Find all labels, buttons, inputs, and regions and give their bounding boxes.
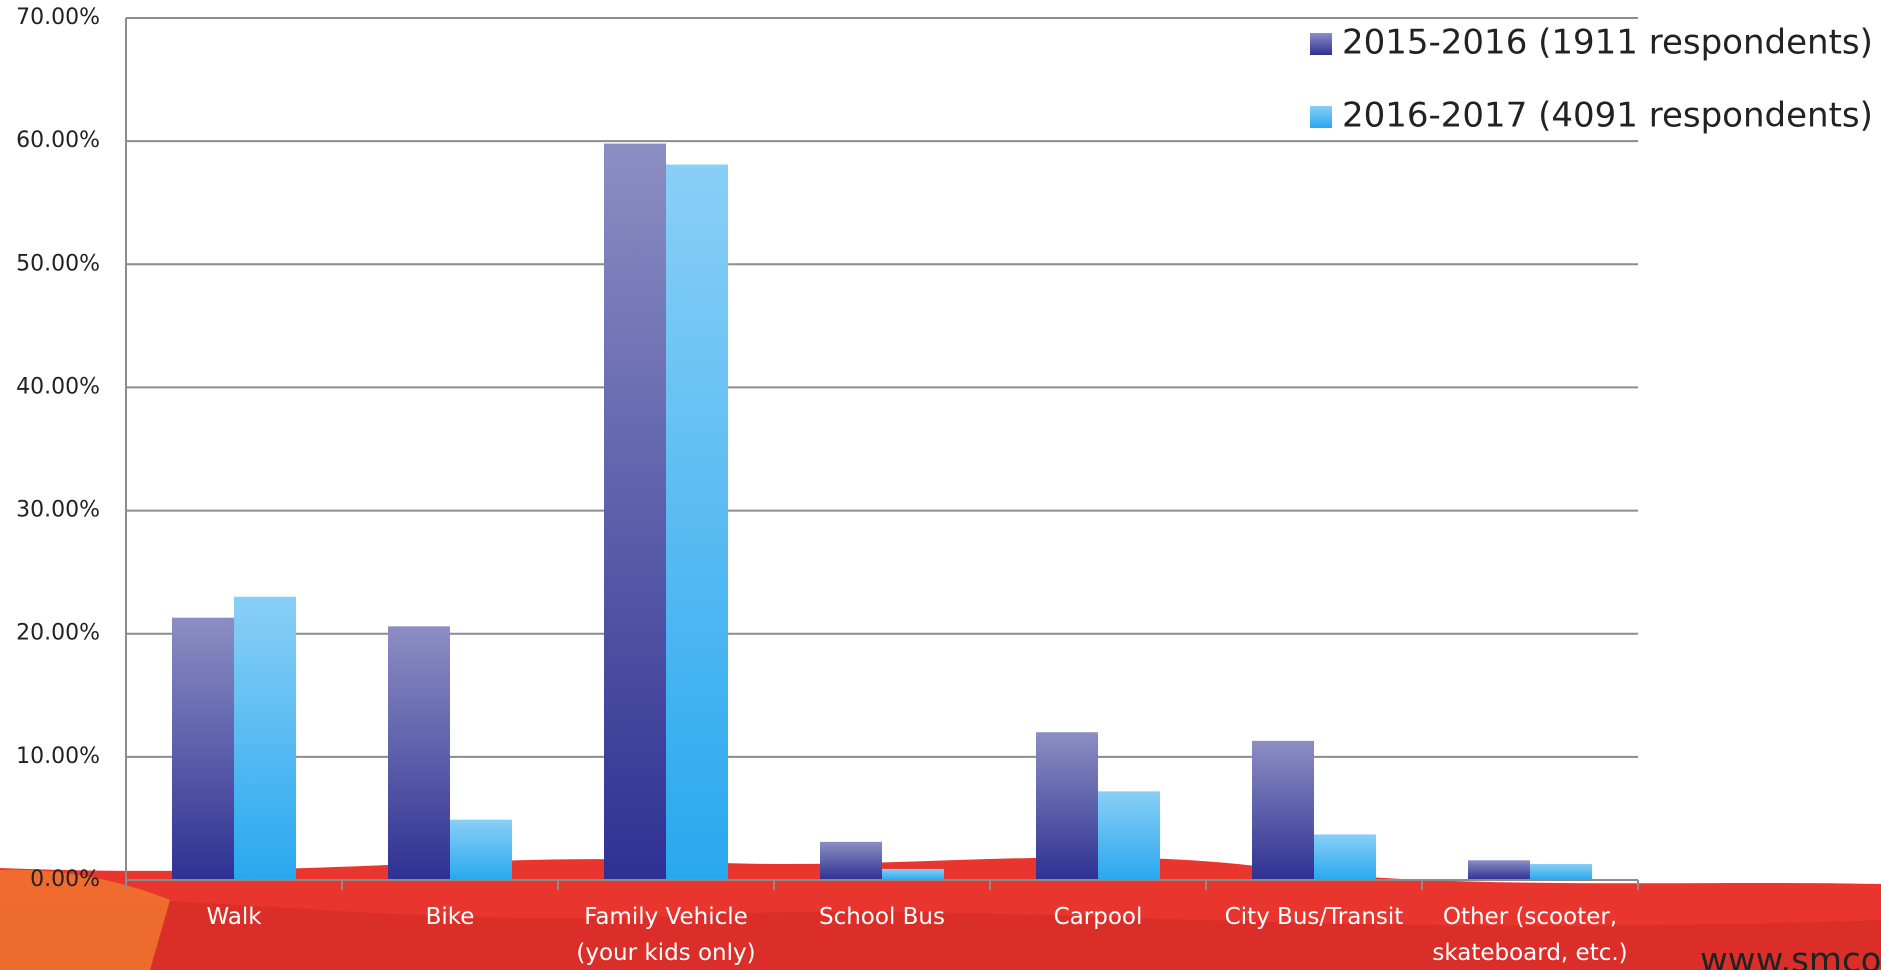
y-tick-label: 10.00%	[16, 744, 100, 769]
bar	[1252, 740, 1314, 880]
bar	[604, 143, 666, 880]
y-tick-label: 60.00%	[16, 128, 100, 153]
background-swoosh-shade	[0, 898, 1881, 970]
x-tick-label: Bike	[426, 904, 475, 930]
y-tick-label: 30.00%	[16, 498, 100, 523]
bar	[1530, 863, 1592, 880]
bar	[882, 868, 944, 880]
legend-label: 2016-2017 (4091 respondents)	[1342, 96, 1873, 136]
bar	[172, 617, 234, 880]
y-tick-label: 0.00%	[30, 867, 100, 892]
bar	[1468, 860, 1530, 880]
x-tick-label: Carpool	[1054, 904, 1143, 930]
bar	[234, 596, 296, 880]
legend-label: 2015-2016 (1911 respondents)	[1342, 23, 1873, 63]
y-tick-label: 20.00%	[16, 621, 100, 646]
bar	[1098, 791, 1160, 880]
bar	[388, 626, 450, 880]
x-tick-label: Other (scooter, skateboard, etc.)	[1432, 904, 1627, 966]
gridlines	[126, 17, 1638, 881]
bar	[820, 841, 882, 880]
legend-swatch	[1310, 33, 1332, 55]
y-tick-label: 50.00%	[16, 251, 100, 276]
x-tick-label: Walk	[206, 904, 262, 930]
legend-swatch	[1310, 106, 1332, 128]
bar	[1314, 834, 1376, 880]
x-tick-label: Family Vehicle (your kids only)	[576, 904, 755, 966]
bar	[666, 164, 728, 881]
y-tick-label: 40.00%	[16, 374, 100, 399]
background-swoosh-orange	[0, 869, 170, 970]
x-tick-label: School Bus	[819, 904, 945, 930]
y-tick-label: 70.00%	[16, 5, 100, 30]
bar	[450, 819, 512, 880]
x-tick-label: City Bus/Transit	[1225, 904, 1404, 930]
bar	[1036, 732, 1098, 880]
footer-url: www.smcoe.org	[1700, 941, 1881, 970]
